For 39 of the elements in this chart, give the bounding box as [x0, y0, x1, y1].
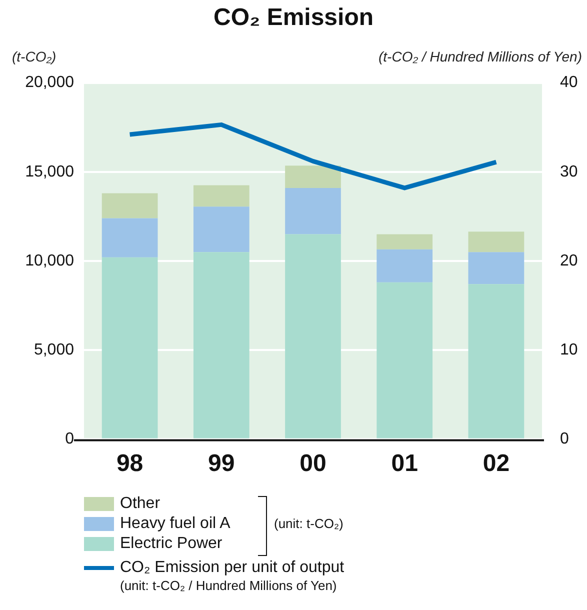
- bar: [102, 257, 158, 438]
- bar: [468, 232, 524, 252]
- legend-label: Heavy fuel oil A: [120, 515, 230, 532]
- legend-label: CO₂ Emission per unit of output: [119, 558, 344, 578]
- bar: [102, 218, 158, 258]
- y-tick-label: 0: [65, 430, 74, 448]
- y2-tick-label: 10: [560, 342, 578, 359]
- x-tick-label: 00: [300, 450, 326, 478]
- bar: [193, 206, 250, 252]
- x-tick-label: 99: [208, 450, 235, 478]
- bar: [468, 284, 524, 438]
- legend-label: Other: [119, 494, 162, 514]
- bar: [376, 249, 433, 282]
- text: (unit: t-CO₂ / Hundred Millions of Yen): [120, 578, 338, 593]
- y2-tick-label: 0: [560, 430, 569, 448]
- bar: [193, 252, 250, 438]
- y-tick-label: 10,000: [25, 252, 74, 270]
- x-tick-label: 98: [116, 450, 144, 478]
- y-tick-label: 20,000: [25, 74, 74, 92]
- text: (unit: t-CO₂): [274, 516, 344, 531]
- y-tick-label: 5,000: [34, 342, 74, 359]
- bar: [102, 193, 158, 218]
- x-tick-label: 02: [482, 450, 510, 478]
- legend-label: Electric Power: [119, 534, 224, 554]
- y2-tick-label: 40: [560, 74, 578, 92]
- bar: [285, 166, 341, 188]
- bar: [285, 188, 341, 234]
- y-tick-label: 15,000: [25, 163, 74, 180]
- bar: [376, 234, 433, 250]
- y2-tick-label: 30: [560, 163, 578, 180]
- y2-axis-title: (t-CO₂ / Hundred Millions of Yen): [378, 48, 582, 65]
- chart-title: CO₂ Emission: [213, 4, 374, 32]
- bar: [376, 282, 433, 438]
- y-axis-title: (t-CO₂): [12, 48, 56, 65]
- y2-tick-label: 20: [560, 252, 578, 270]
- bar: [285, 234, 341, 438]
- x-tick-label: 01: [391, 450, 418, 478]
- bar: [193, 185, 250, 207]
- bar: [468, 252, 524, 284]
